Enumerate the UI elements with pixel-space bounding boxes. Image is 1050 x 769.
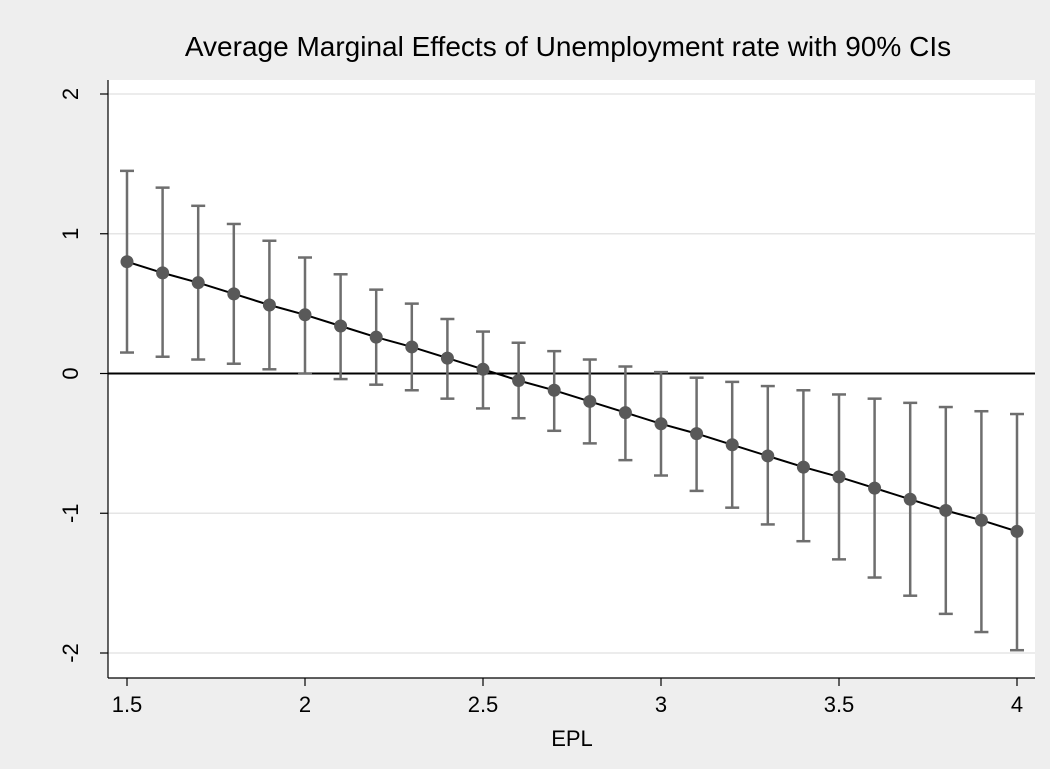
chart-title: Average Marginal Effects of Unemployment…: [185, 31, 951, 62]
data-point: [654, 417, 668, 431]
y-tick-label: 1: [58, 228, 83, 240]
data-point: [547, 383, 561, 397]
y-tick-label: 2: [58, 88, 83, 100]
data-point: [868, 481, 882, 495]
y-tick-label: 0: [58, 367, 83, 379]
plot-area: [108, 80, 1035, 678]
data-point: [156, 266, 170, 280]
data-points: [120, 255, 1024, 538]
data-point: [262, 298, 276, 312]
data-point: [974, 513, 988, 527]
data-point: [832, 470, 846, 484]
x-tick-label: 2.5: [468, 692, 499, 717]
x-tick-label: 2: [299, 692, 311, 717]
axes: -2 -1 0 1 2 1.5 2 2.5 3 3.5 4: [58, 80, 1035, 717]
data-point: [796, 460, 810, 474]
y-tick-label: -1: [58, 503, 83, 523]
data-point: [191, 276, 205, 290]
data-point: [903, 492, 917, 506]
data-point: [227, 287, 241, 301]
data-point: [761, 449, 775, 463]
data-point: [1010, 524, 1024, 538]
data-point: [369, 330, 383, 344]
data-point: [725, 438, 739, 452]
data-point: [512, 373, 526, 387]
x-tick-label: 3.5: [824, 692, 855, 717]
data-point: [440, 351, 454, 365]
x-tick-label: 3: [655, 692, 667, 717]
data-point: [334, 319, 348, 333]
x-tick-label: 4: [1011, 692, 1023, 717]
data-point: [690, 427, 704, 441]
data-point: [298, 308, 312, 322]
data-point: [120, 255, 134, 269]
data-point: [583, 394, 597, 408]
data-point: [405, 340, 419, 354]
data-point: [476, 362, 490, 376]
x-tick-label: 1.5: [112, 692, 143, 717]
y-tick-label: -2: [58, 643, 83, 663]
data-point: [939, 503, 953, 517]
x-axis-label: EPL: [551, 726, 593, 751]
data-point: [618, 406, 632, 420]
